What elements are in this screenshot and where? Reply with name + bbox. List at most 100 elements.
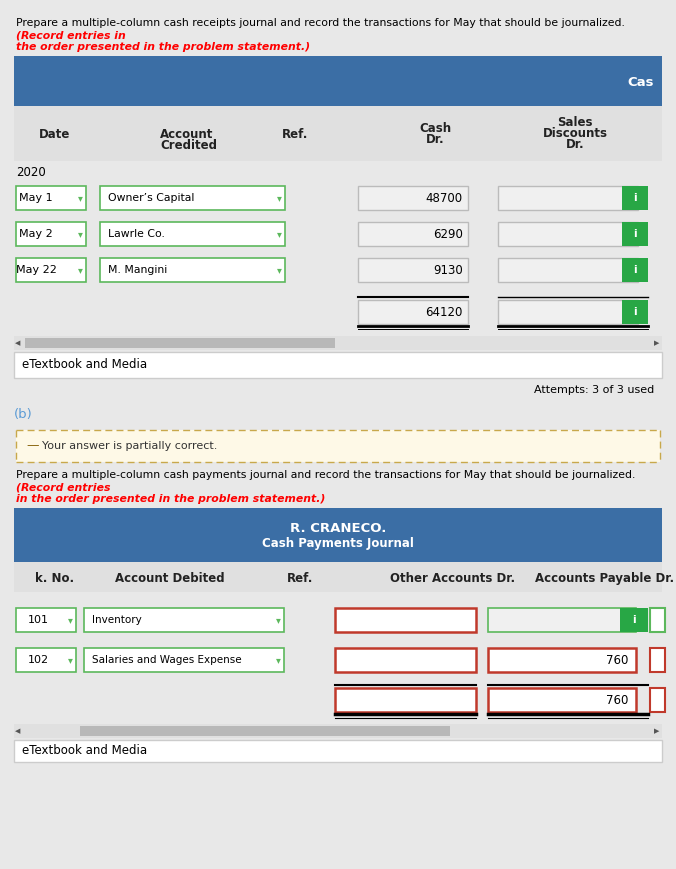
Bar <box>488 688 636 712</box>
Text: ▾: ▾ <box>78 193 82 203</box>
Bar <box>14 336 662 350</box>
Bar <box>622 258 648 282</box>
Text: ▾: ▾ <box>78 229 82 239</box>
Text: May 2: May 2 <box>19 229 53 239</box>
Bar <box>100 186 285 210</box>
Bar <box>488 648 636 672</box>
Text: ▾: ▾ <box>276 615 281 625</box>
Text: Dr.: Dr. <box>566 138 584 151</box>
Bar <box>8 420 668 861</box>
Text: the order presented in the problem statement.): the order presented in the problem state… <box>16 42 310 52</box>
Text: ▾: ▾ <box>276 655 281 665</box>
Bar <box>358 186 468 210</box>
Text: Other Accounts Dr.: Other Accounts Dr. <box>390 572 515 585</box>
Text: Accounts Payable Dr.: Accounts Payable Dr. <box>535 572 674 585</box>
Text: ◀: ◀ <box>15 728 20 734</box>
Bar <box>16 186 86 210</box>
Text: ▶: ▶ <box>654 728 659 734</box>
Text: Discounts: Discounts <box>543 127 608 140</box>
Bar <box>335 688 476 712</box>
Bar <box>100 222 285 246</box>
Text: i: i <box>633 307 637 317</box>
Bar <box>16 648 76 672</box>
Text: 9130: 9130 <box>433 263 463 276</box>
Bar <box>650 648 665 672</box>
Text: eTextbook and Media: eTextbook and Media <box>22 745 147 758</box>
Bar <box>100 258 285 282</box>
Text: 101: 101 <box>28 615 49 625</box>
Text: Ref.: Ref. <box>282 128 308 141</box>
Bar <box>358 258 468 282</box>
Text: i: i <box>633 265 637 275</box>
Text: 102: 102 <box>28 655 49 665</box>
Text: Salaries and Wages Expense: Salaries and Wages Expense <box>92 655 241 665</box>
Bar <box>14 724 662 738</box>
Text: Cash Payments Journal: Cash Payments Journal <box>262 538 414 550</box>
Text: k. No.: k. No. <box>35 572 74 585</box>
Text: ▾: ▾ <box>78 265 82 275</box>
Text: Account: Account <box>160 128 214 141</box>
Text: —: — <box>26 440 39 453</box>
Text: 2020: 2020 <box>16 166 46 179</box>
Text: Dr.: Dr. <box>426 133 444 146</box>
Bar <box>14 106 662 161</box>
Text: Lawrle Co.: Lawrle Co. <box>108 229 165 239</box>
Text: Prepare a multiple-column cash receipts journal and record the transactions for : Prepare a multiple-column cash receipts … <box>16 18 629 28</box>
Text: Account Debited: Account Debited <box>115 572 224 585</box>
Bar <box>498 300 638 324</box>
Text: Sales: Sales <box>557 116 593 129</box>
Text: i: i <box>632 615 636 625</box>
Text: ▾: ▾ <box>68 655 72 665</box>
Text: ▾: ▾ <box>276 265 281 275</box>
Text: i: i <box>633 229 637 239</box>
Bar <box>16 258 86 282</box>
Text: Inventory: Inventory <box>92 615 142 625</box>
Bar <box>25 338 335 348</box>
Bar <box>488 608 636 632</box>
Bar <box>14 508 662 562</box>
Bar <box>14 562 662 592</box>
Bar <box>8 8 668 468</box>
Text: Owner’s Capital: Owner’s Capital <box>108 193 195 203</box>
Text: Cas: Cas <box>627 76 654 89</box>
Text: in the order presented in the problem statement.): in the order presented in the problem st… <box>16 494 325 504</box>
Text: (Record entries: (Record entries <box>16 482 110 492</box>
Bar <box>498 258 638 282</box>
Bar <box>622 300 648 324</box>
Text: ◀: ◀ <box>15 340 20 346</box>
Text: Credited: Credited <box>160 139 217 152</box>
Bar <box>358 300 468 324</box>
Text: ▾: ▾ <box>68 615 72 625</box>
Text: eTextbook and Media: eTextbook and Media <box>22 359 147 372</box>
Bar <box>335 608 476 632</box>
Bar <box>622 222 648 246</box>
Text: May 22: May 22 <box>16 265 56 275</box>
Text: ▶: ▶ <box>654 340 659 346</box>
Text: ▾: ▾ <box>276 193 281 203</box>
Bar <box>358 222 468 246</box>
Text: Attempts: 3 of 3 used: Attempts: 3 of 3 used <box>534 385 654 395</box>
Text: 6290: 6290 <box>433 228 463 241</box>
Bar <box>80 726 450 736</box>
Text: (b): (b) <box>14 408 32 421</box>
Text: ▾: ▾ <box>276 229 281 239</box>
Text: 760: 760 <box>606 693 628 706</box>
Bar <box>84 648 284 672</box>
Text: R. CRANECO.: R. CRANECO. <box>290 521 386 534</box>
Text: Prepare a multiple-column cash payments journal and record the transactions for : Prepare a multiple-column cash payments … <box>16 470 639 480</box>
Text: Your answer is partially correct.: Your answer is partially correct. <box>42 441 218 451</box>
Bar <box>14 740 662 762</box>
Bar <box>622 186 648 210</box>
Bar <box>14 56 662 106</box>
Text: May 1: May 1 <box>19 193 53 203</box>
Bar <box>14 352 662 378</box>
Text: 760: 760 <box>606 653 628 667</box>
Text: 64120: 64120 <box>426 306 463 319</box>
Bar <box>335 648 476 672</box>
Text: i: i <box>633 193 637 203</box>
Bar <box>16 608 76 632</box>
Text: Ref.: Ref. <box>287 572 313 585</box>
Text: Cash: Cash <box>419 122 451 135</box>
Bar <box>498 222 638 246</box>
Text: Date: Date <box>39 128 71 141</box>
